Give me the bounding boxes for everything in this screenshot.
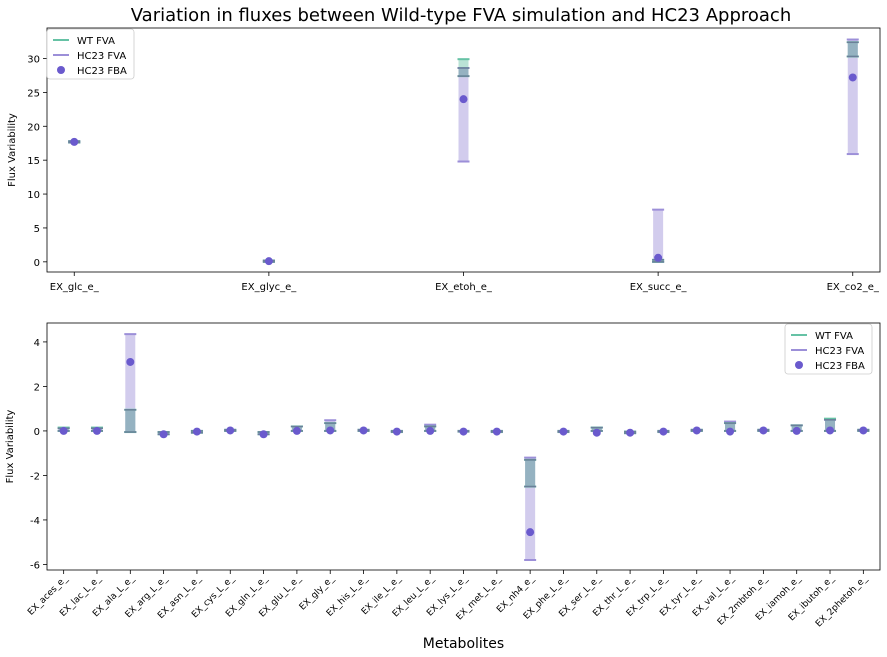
hc23-fba-point: [654, 253, 663, 262]
fva-overlap-range: [525, 459, 536, 487]
y-tick-label: 0: [34, 427, 40, 438]
y-axis-label: Flux Variability: [5, 410, 16, 484]
hc23-fva-range: [847, 39, 858, 155]
hc23-fba-point: [226, 426, 235, 435]
y-tick-label: 0: [34, 258, 40, 269]
hc23-fba-point: [392, 427, 401, 436]
y-tick-label: 25: [27, 88, 40, 99]
hc23-fba-point: [292, 426, 301, 435]
legend-marker-swatch: [57, 66, 65, 74]
top-chart-panel: 0 5 10 15 20 25 30 Flux Variability EX_glc_e_ EX_…: [7, 27, 881, 293]
legend-box: [784, 323, 873, 375]
hc23-fba-point: [259, 430, 268, 439]
fva-overlap-range: [125, 409, 136, 433]
hc23-fba-point: [426, 426, 435, 435]
x-tick-label: EX_etoh_e_: [435, 282, 493, 293]
hc23-fba-point: [626, 428, 635, 437]
y-tick-label: 5: [34, 224, 40, 235]
hc23-fva-range: [125, 334, 136, 433]
legend-label: HC23 FVA: [77, 51, 126, 62]
hc23-fba-point: [492, 427, 501, 436]
hc23-fba-point: [592, 428, 601, 437]
hc23-fva-range: [458, 67, 469, 162]
x-tick-label: EX_succ_e_: [630, 282, 688, 293]
y-tick-label: 10: [27, 190, 40, 201]
legend-box: [46, 28, 135, 80]
hc23-fba-point: [70, 137, 79, 146]
hc23-fba-point: [726, 427, 735, 436]
chart-title: Variation in fluxes between Wild-type FV…: [131, 5, 791, 26]
hc23-fba-point: [848, 73, 857, 82]
hc23-fba-point: [159, 430, 168, 439]
hc23-fva-range: [525, 457, 536, 560]
plot-frame: [46, 322, 881, 571]
hc23-fba-point: [692, 426, 701, 435]
y-axis-label: Flux Variability: [7, 113, 18, 187]
hc23-fba-point: [59, 426, 68, 435]
legend-label: WT FVA: [815, 331, 853, 342]
legend-marker-swatch: [795, 361, 803, 369]
x-tick-label: EX_glyc_e_: [241, 282, 297, 293]
hc23-fba-point: [559, 427, 568, 436]
hc23-fba-point: [826, 426, 835, 435]
hc23-fba-point: [326, 426, 335, 435]
hc23-fba-point: [459, 95, 468, 104]
y-tick-label: -6: [30, 560, 40, 571]
x-axis-label: Metabolites: [423, 636, 504, 652]
y-tick-label: 4: [34, 338, 40, 349]
hc23-fva-range: [653, 209, 664, 262]
y-tick-label: 30: [27, 55, 40, 66]
fva-overlap-range: [725, 423, 736, 431]
x-tick-label: EX_glc_e_: [50, 282, 100, 293]
hc23-fba-point: [192, 427, 201, 436]
legend-label: WT FVA: [77, 36, 115, 47]
hc23-fba-point: [759, 426, 768, 435]
y-tick-label: 15: [27, 156, 40, 167]
hc23-fba-point: [659, 427, 668, 436]
fva-overlap-range: [825, 419, 836, 431]
x-tick-label: EX_co2_e_: [827, 282, 880, 293]
hc23-fba-point: [264, 257, 273, 266]
hc23-fba-point: [859, 426, 868, 435]
hc23-fba-point: [792, 426, 801, 435]
y-tick-label: -2: [30, 471, 40, 482]
y-tick-label: 2: [34, 382, 40, 393]
hc23-fba-point: [126, 357, 135, 366]
hc23-fba-point: [359, 426, 368, 435]
legend-label: HC23 FVA: [815, 346, 864, 357]
fva-overlap-range: [847, 42, 858, 57]
fva-overlap-range: [458, 67, 469, 77]
y-tick-label: -4: [30, 516, 40, 527]
y-tick-label: 20: [27, 122, 40, 133]
hc23-fba-point: [92, 426, 101, 435]
legend-label: HC23 FBA: [77, 66, 127, 77]
legend-label: HC23 FBA: [815, 361, 865, 372]
hc23-fba-point: [459, 427, 468, 436]
hc23-fba-point: [526, 528, 535, 537]
